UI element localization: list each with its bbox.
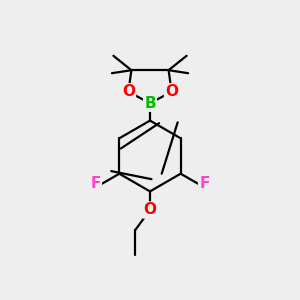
Text: O: O — [143, 202, 157, 217]
Text: F: F — [91, 176, 101, 191]
Text: F: F — [199, 176, 209, 191]
Text: O: O — [122, 84, 135, 99]
Text: O: O — [165, 84, 178, 99]
Text: B: B — [144, 96, 156, 111]
